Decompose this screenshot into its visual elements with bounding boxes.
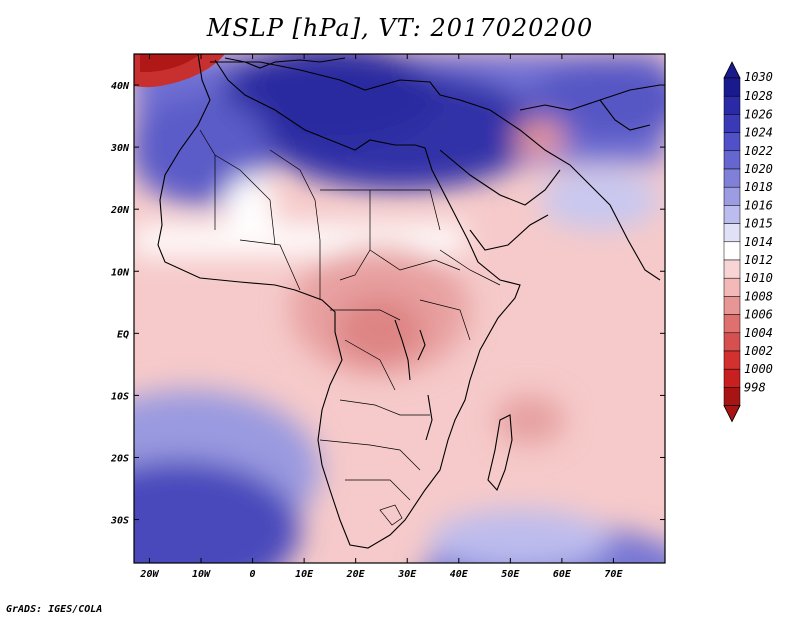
colorbar-label: 1026 <box>744 107 773 121</box>
colorbar-bottom-arrow <box>723 405 741 423</box>
y-tick-label: 30N <box>110 143 130 154</box>
coastlines <box>157 54 661 549</box>
colorbar-swatch <box>723 95 741 115</box>
colorbar-swatch <box>723 205 741 224</box>
country-borders <box>199 129 501 526</box>
x-tick-label: 10W <box>192 569 211 580</box>
x-tick-label: 10E <box>295 569 314 580</box>
colorbar-swatch <box>723 186 741 206</box>
x-axis-ticks: 20W 10W 0 10E 20E 30E 40E 50E 60E 70E <box>139 54 623 580</box>
chart-title: MSLP [hPa], VT: 2017020200 <box>206 14 594 42</box>
colorbar-label: 1006 <box>744 308 773 322</box>
colorbar-label: 1010 <box>744 271 773 285</box>
x-tick-label: 40E <box>450 569 469 580</box>
colorbar-label: 1016 <box>744 198 773 212</box>
plot-frame <box>133 53 666 564</box>
colorbar-swatch <box>723 387 741 406</box>
colorbar-swatch <box>723 132 741 152</box>
colorbar-label: 1004 <box>744 326 773 340</box>
colorbar-label: 1008 <box>744 289 773 303</box>
colorbar-label: 1014 <box>744 235 773 249</box>
y-tick-label: 30S <box>110 516 129 527</box>
colorbar-label: 1000 <box>744 362 773 376</box>
y-axis-ticks: 40N 30N 20N 10N EQ 10S 20S 30S <box>110 81 665 527</box>
colorbar-swatch <box>723 314 741 334</box>
colorbar-swatch <box>723 332 741 352</box>
x-tick-label: 0 <box>250 569 256 580</box>
x-tick-label: 30E <box>397 569 417 580</box>
y-tick-label: 20N <box>110 205 130 216</box>
colorbar-swatch <box>723 368 741 388</box>
x-tick-label: 70E <box>604 569 623 580</box>
colorbar-swatch <box>723 223 741 243</box>
colorbar-swatch <box>723 114 741 133</box>
x-tick-label: 20E <box>346 569 366 580</box>
colorbar-label: 1012 <box>744 253 773 267</box>
y-tick-label: 40N <box>111 81 130 92</box>
colorbar-swatch <box>723 259 741 279</box>
colorbar-label: 1028 <box>744 89 773 103</box>
colorbar-label: 1018 <box>744 180 773 194</box>
colorbar-swatch <box>723 168 741 188</box>
pressure-field <box>134 54 665 563</box>
colorbar-label: 1002 <box>744 344 773 358</box>
y-tick-label: 10S <box>111 391 129 402</box>
x-tick-label: 50E <box>501 569 520 580</box>
colorbar-label: 1030 <box>744 70 773 84</box>
colorbar-swatch <box>723 77 741 97</box>
colorbar-swatch <box>723 150 741 170</box>
colorbar-swatch <box>723 296 741 315</box>
colorbar-label: 1022 <box>744 144 773 158</box>
x-tick-label: 20W <box>139 569 159 580</box>
colorbar-swatch <box>723 241 741 261</box>
colorbar-swatch <box>723 350 741 370</box>
y-tick-label: 10N <box>111 267 130 278</box>
colorbar: 1030 1028 1026 1024 1022 1020 1018 1016 1015 1014… <box>723 61 773 423</box>
colorbar-label: 1024 <box>744 126 773 140</box>
colorbar-label: 1015 <box>744 217 773 231</box>
y-tick-label: 20S <box>110 453 129 464</box>
x-tick-label: 60E <box>553 569 572 580</box>
y-tick-label: EQ <box>117 329 129 340</box>
credit-text: GrADS: IGES/COLA <box>6 604 103 615</box>
colorbar-label: 998 <box>744 380 766 394</box>
colorbar-label: 1020 <box>744 162 773 176</box>
colorbar-swatch <box>723 277 741 297</box>
colorbar-top-arrow <box>723 61 741 79</box>
